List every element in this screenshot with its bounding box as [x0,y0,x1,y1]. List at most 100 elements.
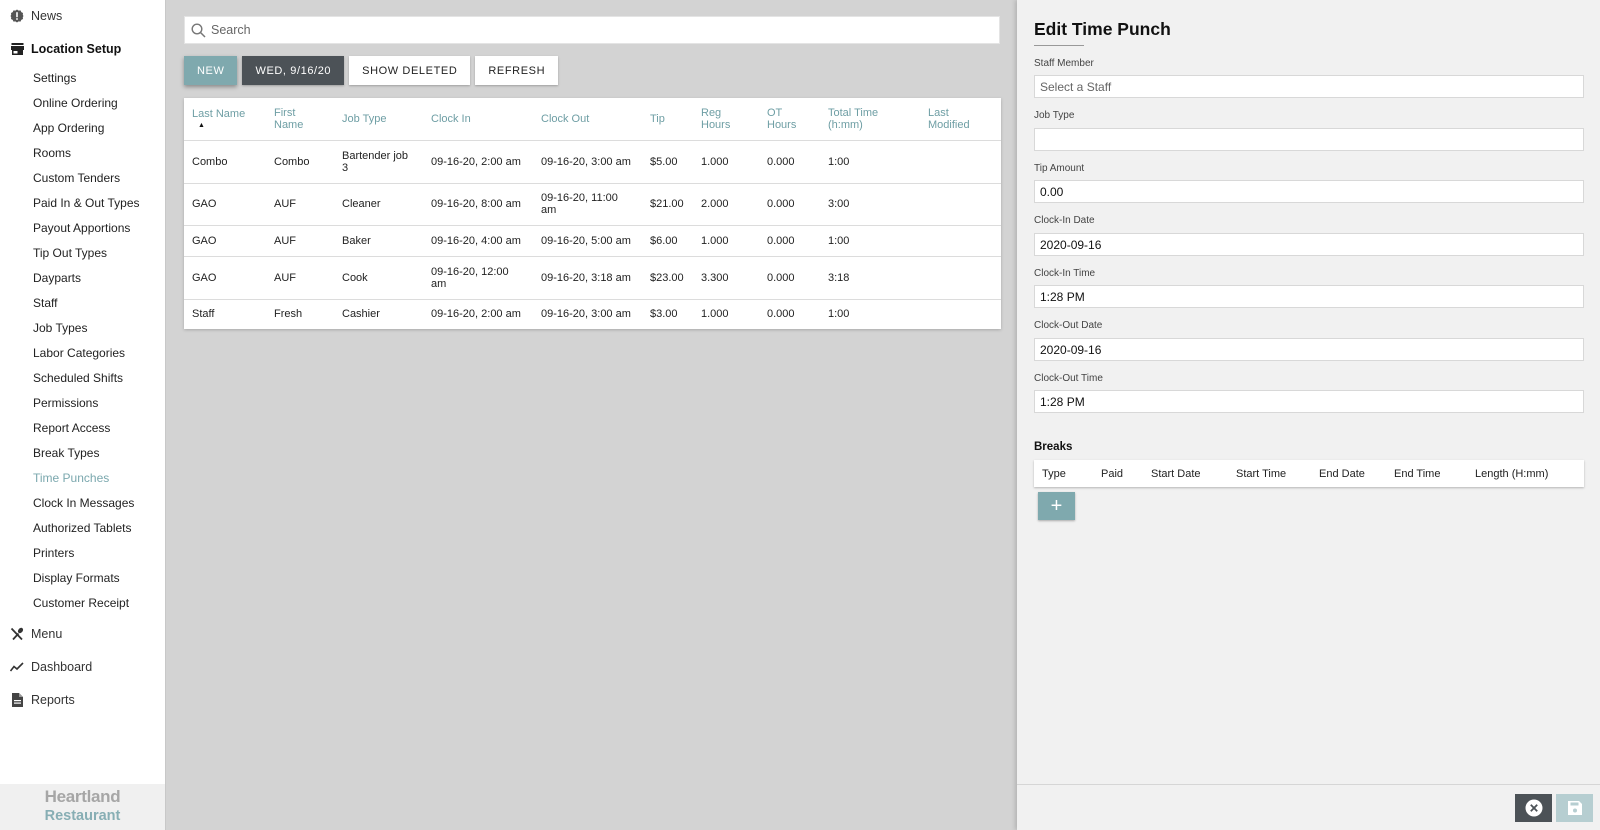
cell-total-time: 1:00 [820,139,920,183]
sidebar-item-display-formats[interactable]: Display Formats [33,571,120,585]
search-icon [191,22,206,38]
staff-member-select[interactable] [1034,75,1584,98]
column-header-last-modified[interactable]: Last Modified [928,106,970,131]
add-break-button[interactable]: + [1038,492,1075,520]
tip-amount-label: Tip Amount [1034,163,1085,174]
cell-ot-hours: 0.000 [759,139,820,183]
sidebar-item-settings[interactable]: Settings [33,71,77,85]
breaks-column-end-date: End Date [1319,467,1365,480]
trend-line-icon [10,660,24,674]
sidebar: News Location Setup Settings Online Orde… [0,0,166,830]
table-row[interactable]: Combo Combo Bartender job 3 09-16-20, 2:… [184,139,1001,183]
sidebar-item-label: Menu [31,626,63,641]
breaks-column-length: Length (H:mm) [1475,467,1549,480]
sidebar-item-permissions[interactable]: Permissions [33,396,99,410]
table-row[interactable]: GAO AUF Cook 09-16-20, 12:00 am 09-16-20… [184,255,1001,299]
column-header-first-name[interactable]: First Name [274,106,304,131]
cell-ot-hours: 0.000 [759,298,820,329]
sidebar-item-reports[interactable]: Reports [0,683,165,716]
cell-job-type: Baker [334,224,423,256]
cell-last-name: GAO [184,255,266,299]
sidebar-item-label: Location Setup [31,42,122,56]
sidebar-item-job-types[interactable]: Job Types [33,321,88,335]
cell-ot-hours: 0.000 [759,255,820,299]
sidebar-item-menu[interactable]: Menu [0,617,165,650]
clock-out-date-input[interactable] [1034,338,1584,361]
date-picker-button[interactable]: Wed, 9/16/20 [242,56,345,85]
brand-logo: Heartland Restaurant [0,784,165,830]
column-header-clock-in[interactable]: Clock In [431,112,471,125]
panel-title: Edit Time Punch [1034,19,1171,39]
sidebar-item-tip-out-types[interactable]: Tip Out Types [33,246,108,260]
sidebar-item-paid-in-out-types[interactable]: Paid In & Out Types [33,196,140,210]
utensils-icon [10,627,24,641]
column-header-last-name[interactable]: Last Name ▲ [184,98,266,140]
table-row[interactable]: GAO AUF Cleaner 09-16-20, 8:00 am 09-16-… [184,182,1001,225]
cell-first-name: AUF [266,224,334,256]
toolbar: New Wed, 9/16/20 Show Deleted Refresh [184,56,559,85]
column-header-tip[interactable]: Tip [650,112,665,125]
column-header-ot-hours[interactable]: OT Hours [767,106,797,131]
sidebar-item-time-punches[interactable]: Time Punches [33,471,110,485]
sidebar-item-scheduled-shifts[interactable]: Scheduled Shifts [33,371,124,385]
breaks-column-paid: Paid [1101,467,1124,480]
cell-job-type: Cleaner [334,182,423,225]
breaks-column-type: Type [1042,467,1066,480]
table-row[interactable]: Staff Fresh Cashier 09-16-20, 2:00 am 09… [184,298,1001,329]
breaks-header-row: Type Paid Start Date Start Time End Date… [1034,460,1584,487]
sidebar-item-news[interactable]: News [0,0,165,32]
sidebar-item-rooms[interactable]: Rooms [33,146,72,160]
cell-first-name: AUF [266,255,334,299]
cell-reg-hours: 1.000 [693,139,759,183]
table-header-row: Last Name ▲ First Name Job Type Clock In … [184,98,1001,140]
save-button[interactable] [1556,794,1593,822]
sidebar-item-labor-categories[interactable]: Labor Categories [33,346,126,360]
sidebar-item-online-ordering[interactable]: Online Ordering [33,96,118,110]
cell-last-modified [920,298,1001,329]
table-row[interactable]: GAO AUF Baker 09-16-20, 4:00 am 09-16-20… [184,224,1001,256]
refresh-button[interactable]: Refresh [475,56,559,85]
plus-icon: + [1050,494,1063,517]
column-header-total-time[interactable]: Total Time (h:mm) [828,106,879,131]
sidebar-item-printers[interactable]: Printers [33,546,75,560]
column-header-reg-hours[interactable]: Reg Hours [701,106,731,131]
show-deleted-button[interactable]: Show Deleted [349,56,471,85]
sidebar-item-break-types[interactable]: Break Types [33,446,100,460]
search-bar[interactable] [184,16,1000,44]
clock-out-time-input[interactable] [1034,390,1584,413]
column-header-clock-out[interactable]: Clock Out [541,112,590,125]
staff-member-label: Staff Member [1034,58,1094,69]
sidebar-item-customer-receipt[interactable]: Customer Receipt [33,596,130,610]
cell-job-type: Bartender job 3 [334,139,423,183]
sidebar-item-payout-apportions[interactable]: Payout Apportions [33,221,131,235]
column-header-job-type[interactable]: Job Type [342,112,387,125]
clock-in-date-label: Clock-In Date [1034,215,1095,226]
cancel-button[interactable] [1515,794,1552,822]
sidebar-item-app-ordering[interactable]: App Ordering [33,121,105,135]
sort-ascending-icon: ▲ [198,121,205,129]
cell-clock-out: 09-16-20, 5:00 am [533,224,642,256]
cell-clock-in: 09-16-20, 12:00 am [423,255,533,299]
tip-amount-input[interactable] [1034,180,1584,203]
sidebar-item-custom-tenders[interactable]: Custom Tenders [33,171,121,185]
alert-circle-icon [10,9,24,23]
sidebar-item-dayparts[interactable]: Dayparts [33,271,82,285]
clock-in-time-label: Clock-In Time [1034,268,1096,279]
search-input[interactable] [211,23,999,37]
clock-in-time-input[interactable] [1034,285,1584,308]
sidebar-item-dashboard[interactable]: Dashboard [0,650,165,683]
sidebar-item-location-setup[interactable]: Location Setup [0,33,165,65]
job-type-select[interactable] [1034,128,1584,151]
cell-last-modified [920,182,1001,225]
sidebar-item-report-access[interactable]: Report Access [33,421,111,435]
new-button[interactable]: New [184,56,238,85]
cell-first-name: AUF [266,182,334,225]
cell-job-type: Cook [334,255,423,299]
cell-clock-in: 09-16-20, 8:00 am [423,182,533,225]
sidebar-item-authorized-tablets[interactable]: Authorized Tablets [33,521,132,535]
sidebar-item-clock-in-messages[interactable]: Clock In Messages [33,496,135,510]
cell-last-modified [920,139,1001,183]
sidebar-item-staff[interactable]: Staff [33,296,58,310]
clock-in-date-input[interactable] [1034,233,1584,256]
close-circle-icon [1525,799,1542,817]
